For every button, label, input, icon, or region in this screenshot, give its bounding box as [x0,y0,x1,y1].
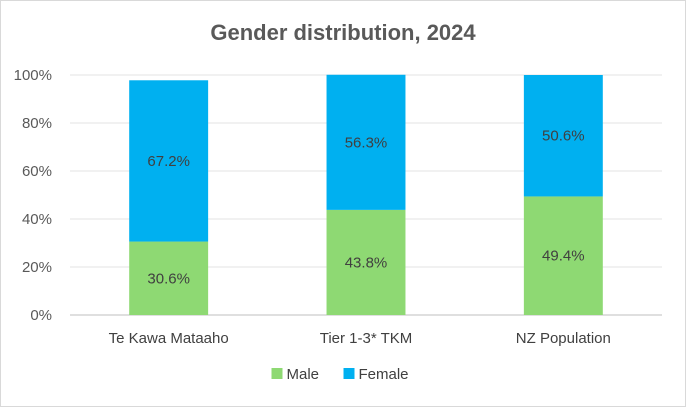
chart-title: Gender distribution, 2024 [210,20,476,45]
bars: 30.6% 67.2% 43.8% 56.3% 49.4% 50.6% [129,74,603,315]
legend-swatch-female [343,368,355,379]
x-category-label: Te Kawa Mataaho [109,330,229,347]
data-label: 67.2% [147,153,190,170]
legend-label-female: Female [359,366,409,383]
y-tick-label: 100% [14,67,52,84]
bar-male-2 [326,209,406,315]
data-label: 50.6% [542,128,585,145]
y-tick-label: 0% [30,307,52,324]
bar-female-3 [523,75,603,197]
data-label: 56.3% [345,134,388,151]
x-category-label: Tier 1-3* TKM [320,330,413,347]
bar-female-1 [129,80,209,242]
data-label: 43.8% [345,254,388,271]
x-axis-categories: Te Kawa Mataaho Tier 1-3* TKM NZ Populatio… [109,330,611,347]
y-axis-ticks: 0% 20% 40% 60% 80% 100% [14,67,52,324]
data-label: 30.6% [147,270,190,287]
bar-male-1 [129,241,209,315]
y-tick-label: 60% [22,163,52,180]
y-tick-label: 80% [22,115,52,132]
x-category-label: NZ Population [516,330,611,347]
data-label: 49.4% [542,248,585,265]
legend-swatch-male [271,368,283,379]
legend: Male Female [271,366,409,383]
bar-male-3 [523,196,603,315]
bar-female-2 [326,74,406,210]
y-tick-label: 40% [22,211,52,228]
y-tick-label: 20% [22,259,52,276]
legend-label-male: Male [287,366,320,383]
